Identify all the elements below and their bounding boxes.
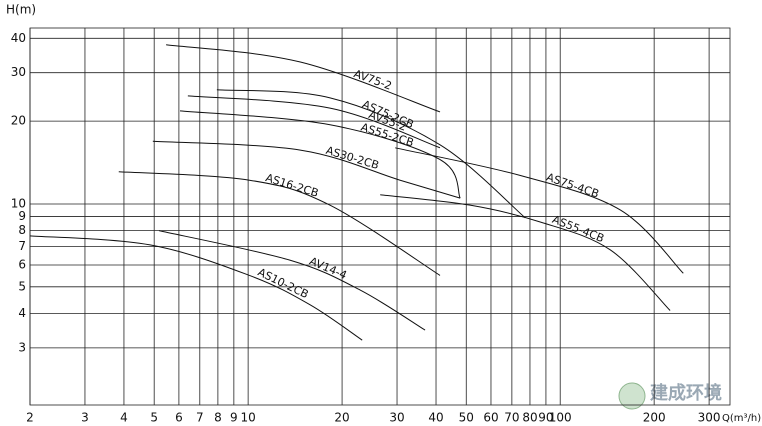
y-tick-label: 4 — [18, 306, 26, 320]
y-tick-label: 20 — [11, 114, 26, 128]
curve — [216, 89, 526, 219]
watermark: 建成环境 — [618, 382, 722, 410]
x-tick-label: 20 — [334, 411, 349, 425]
x-tick-label: 90 — [538, 411, 553, 425]
x-tick-label: 60 — [483, 411, 498, 425]
y-axis-label: H(m) — [6, 3, 36, 17]
y-tick-label: 7 — [18, 239, 26, 253]
curve-label: AS10-2CB — [256, 266, 311, 302]
curve — [380, 194, 671, 311]
curve — [179, 110, 461, 199]
curve — [166, 44, 441, 113]
x-tick-label: 40 — [428, 411, 443, 425]
x-tick-label: 4 — [120, 411, 128, 425]
curve-label: AS16-2CB — [264, 171, 320, 200]
y-tick-label: 6 — [18, 258, 26, 272]
x-tick-label: 6 — [175, 411, 183, 425]
x-tick-label: 300 — [698, 411, 721, 425]
x-tick-label: 3 — [81, 411, 89, 425]
curve — [152, 140, 461, 199]
y-tick-label: 3 — [18, 340, 26, 354]
x-tick-label: 7 — [196, 411, 204, 425]
curve — [29, 235, 363, 341]
curve-label: AV14-4 — [307, 255, 348, 282]
watermark-text: 建成环境 — [650, 382, 722, 404]
x-tick-label: 50 — [459, 411, 474, 425]
x-axis-label: Q(m³/h) — [722, 413, 761, 424]
curve — [395, 147, 684, 274]
curve-label: AS75-4CB — [545, 171, 601, 201]
y-tick-label: 5 — [18, 279, 26, 293]
y-tick-label: 10 — [11, 196, 26, 210]
x-tick-label: 30 — [389, 411, 404, 425]
x-tick-label: 8 — [214, 411, 222, 425]
curve-label: AV75-2 — [352, 67, 393, 92]
x-tick-label: 200 — [643, 411, 666, 425]
x-tick-label: 80 — [522, 411, 537, 425]
curve — [187, 95, 441, 149]
x-tick-label: 70 — [504, 411, 519, 425]
watermark-logo — [618, 382, 646, 410]
x-tick-label: 2 — [26, 411, 34, 425]
y-tick-label: 40 — [11, 31, 26, 45]
x-tick-label: 10 — [240, 411, 255, 425]
y-tick-label: 8 — [18, 223, 26, 237]
x-tick-label: 100 — [549, 411, 572, 425]
x-tick-label: 9 — [230, 411, 238, 425]
y-tick-label: 30 — [11, 65, 26, 79]
x-tick-label: 5 — [150, 411, 158, 425]
curve-label: AS30-2CB — [324, 144, 380, 172]
curve — [158, 230, 426, 331]
curve-label: AS55-4CB — [550, 213, 606, 245]
curve — [118, 171, 441, 276]
y-tick-label: 9 — [18, 209, 26, 223]
